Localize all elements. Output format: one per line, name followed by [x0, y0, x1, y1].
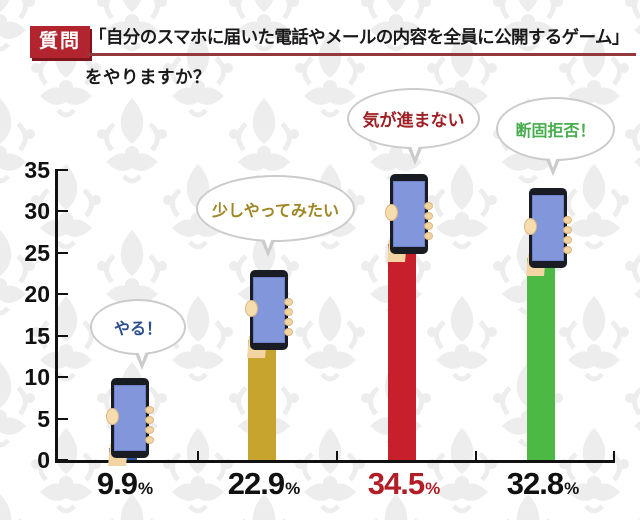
- question-badge: 質問: [30, 26, 91, 58]
- percent-label: 34.5%: [334, 466, 474, 502]
- hand-finger: [563, 246, 572, 254]
- hand-finger: [424, 212, 433, 220]
- hand-finger: [145, 406, 154, 414]
- y-axis-tick-label: 10: [24, 364, 50, 391]
- hand-finger: [563, 216, 572, 224]
- bar-column: [378, 174, 433, 460]
- question-title-line2: をやりますか？: [85, 67, 211, 87]
- y-axis-tick: [58, 334, 68, 337]
- hand-holding-phone: [380, 174, 433, 268]
- y-axis-tick-label: 25: [24, 239, 50, 266]
- y-axis-tick: [58, 210, 68, 213]
- hand-finger: [145, 416, 154, 424]
- arm-sleeve-bar: [527, 258, 555, 460]
- percent-value: 32.8: [506, 466, 564, 501]
- y-axis-tick-label: 5: [37, 405, 50, 432]
- hand-thumb: [245, 300, 258, 317]
- y-axis-tick-label: 0: [37, 447, 50, 473]
- percent-value: 22.9: [227, 466, 285, 501]
- hand-finger: [145, 426, 154, 434]
- y-axis-tick: [58, 376, 68, 379]
- hand-finger: [424, 222, 433, 230]
- bubble-tail: [546, 149, 560, 168]
- y-axis-tick: [58, 293, 68, 296]
- hand-finger: [284, 328, 293, 336]
- hand-finger: [145, 436, 154, 444]
- percent-value: 9.9: [96, 466, 138, 501]
- percent-unit: %: [425, 479, 441, 498]
- percent-label: 22.9%: [194, 466, 334, 502]
- title-underline: [87, 53, 636, 56]
- hand-finger: [424, 202, 433, 210]
- y-axis-tick: [58, 417, 68, 420]
- x-axis-tick: [475, 451, 477, 460]
- bubble-tail: [135, 343, 149, 362]
- bubble-tail: [261, 230, 275, 249]
- bar-column: [238, 270, 293, 460]
- hand-thumb: [106, 408, 119, 425]
- x-axis-tick: [613, 451, 615, 460]
- question-title-line1: 「自分のスマホに届いた電話やメールの内容を全員に公開するゲーム」: [89, 27, 629, 47]
- y-axis-tick-label: 20: [24, 281, 50, 308]
- bubble-tail: [408, 138, 422, 157]
- y-axis-tick-label: 15: [24, 322, 50, 349]
- percent-unit: %: [564, 479, 580, 498]
- x-axis-tick: [336, 451, 338, 460]
- y-axis-tick-label: 30: [24, 198, 50, 225]
- percent-label: 9.9%: [55, 466, 195, 502]
- hand-holding-phone: [101, 378, 154, 472]
- arm-sleeve-bar: [388, 244, 416, 460]
- x-axis-tick: [197, 451, 199, 460]
- hand-thumb: [385, 204, 398, 221]
- hand-holding-phone: [519, 188, 572, 282]
- percent-value: 34.5: [367, 466, 425, 501]
- bar-column: [99, 378, 154, 466]
- percent-unit: %: [137, 479, 154, 498]
- bubble-try-a-little: 少しやってみたい: [196, 175, 355, 242]
- y-axis-tick: [58, 169, 68, 171]
- hand-finger: [424, 232, 433, 240]
- hand-finger: [284, 308, 293, 316]
- hand-finger: [284, 318, 293, 326]
- hand-finger: [284, 298, 293, 306]
- y-axis-tick: [58, 251, 68, 254]
- hand-finger: [563, 236, 572, 244]
- hand-finger: [563, 226, 572, 234]
- y-axis-tick-label: 35: [24, 157, 50, 183]
- percent-unit: %: [285, 479, 301, 498]
- y-axis-tick: [58, 459, 68, 461]
- hand-thumb: [524, 218, 537, 235]
- hand-holding-phone: [240, 270, 293, 364]
- percent-label: 32.8%: [473, 466, 613, 502]
- bar-column: [517, 188, 572, 460]
